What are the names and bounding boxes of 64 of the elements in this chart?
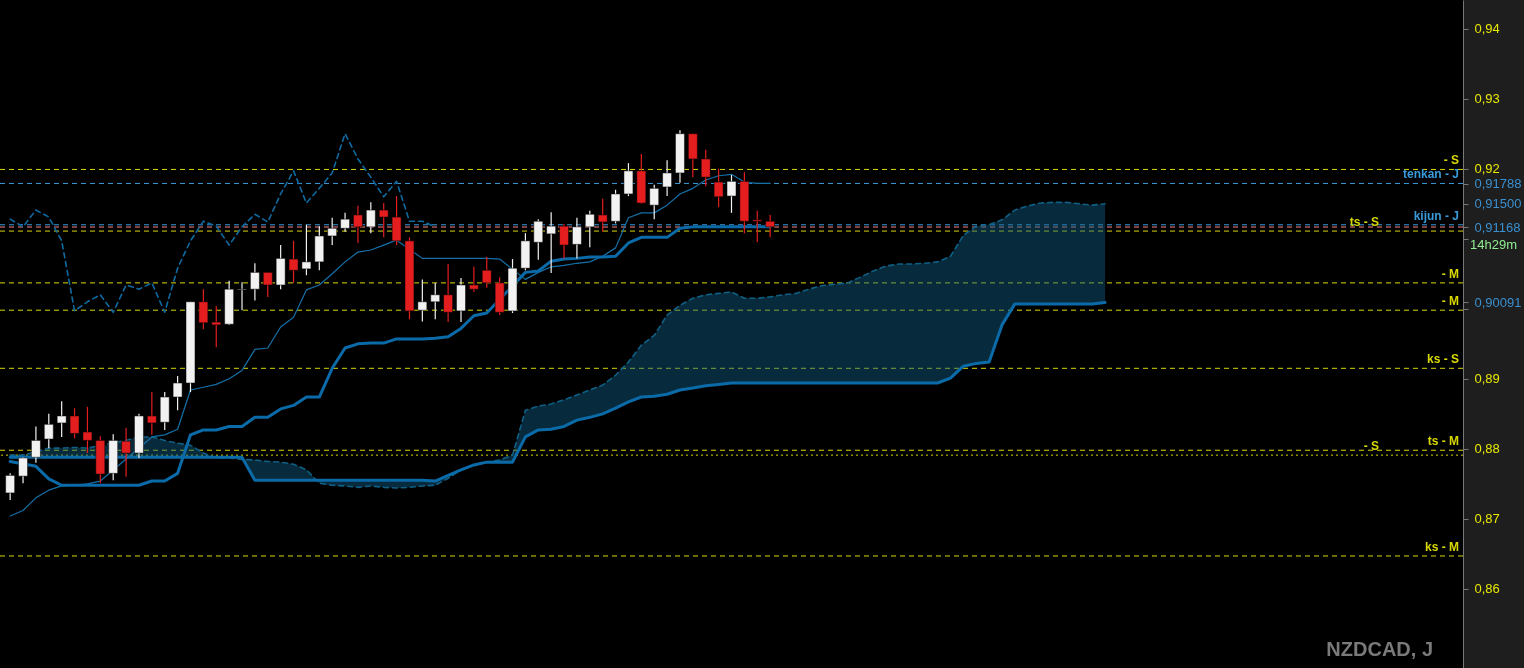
ref-line-label: ks - S [1426,352,1459,367]
candlestick [288,240,299,284]
y-tick-label: 0,91788 [1474,176,1522,192]
candlestick [301,224,312,276]
candlestick [263,271,273,298]
y-tick-label: 0,88 [1474,441,1500,457]
y-tick-label: 0,90091 [1474,294,1522,310]
candlestick [649,184,659,220]
y-tick-label: 0,86 [1474,581,1500,597]
candlestick [533,218,544,261]
candlestick [765,214,775,238]
y-tick-label: 0,87 [1474,511,1500,527]
candlestick [82,406,93,454]
candlestick [327,217,337,246]
ref-line-label: - M [1441,266,1459,281]
ref-line-label: - S [1363,439,1379,454]
candlestick [5,472,15,501]
y-tick-label: 0,91500 [1474,196,1522,212]
candlestick [237,281,247,311]
y-tick-label: 0,89 [1474,371,1500,387]
candlestick [198,288,209,330]
candlestick [44,413,54,449]
candlestick [726,174,737,214]
candlestick [340,212,350,233]
candlestick [559,223,569,259]
candlestick [752,210,763,243]
candlestick [211,305,221,348]
ref-line-label: ks - M [1424,539,1459,554]
candlestick [430,282,440,320]
candlestick [585,210,595,248]
y-tick-label: 0,91168 [1474,219,1521,235]
candlestick [121,427,131,478]
ref-line-label: tenkan - J [1402,167,1459,182]
candlestick [56,400,67,438]
candlestick [391,195,402,246]
candlestick [546,211,556,274]
candlestick [482,256,492,289]
candlestick [31,425,41,464]
candlestick [172,375,183,411]
candlestick [18,456,28,484]
candlestick [366,201,376,234]
y-tick-label: 0,94 [1474,21,1500,37]
y-tick-label: 0,93 [1474,91,1500,107]
candlestick [443,263,453,323]
candlestick [417,278,428,322]
candlestick [353,205,363,244]
candlestick [572,217,582,259]
ref-line-label: ts - M [1427,434,1459,449]
candlestick [378,202,389,238]
text: 14h29m [1470,237,1517,253]
ref-line-label: - S [1443,153,1459,168]
text: NZDCAD, J [1326,638,1433,660]
ref-line-label: kijun - J [1413,208,1459,223]
candlestick [713,168,724,208]
candlestick [700,149,711,187]
candlestick [662,159,672,197]
candlestick [597,198,608,233]
candlestick [250,262,260,301]
candlestick [147,391,157,436]
y-tick-label: 0,92 [1474,161,1500,177]
candlestick [469,266,479,293]
candlestick [623,162,634,197]
candlestick [69,407,80,439]
ref-line-label: - M [1441,294,1459,309]
